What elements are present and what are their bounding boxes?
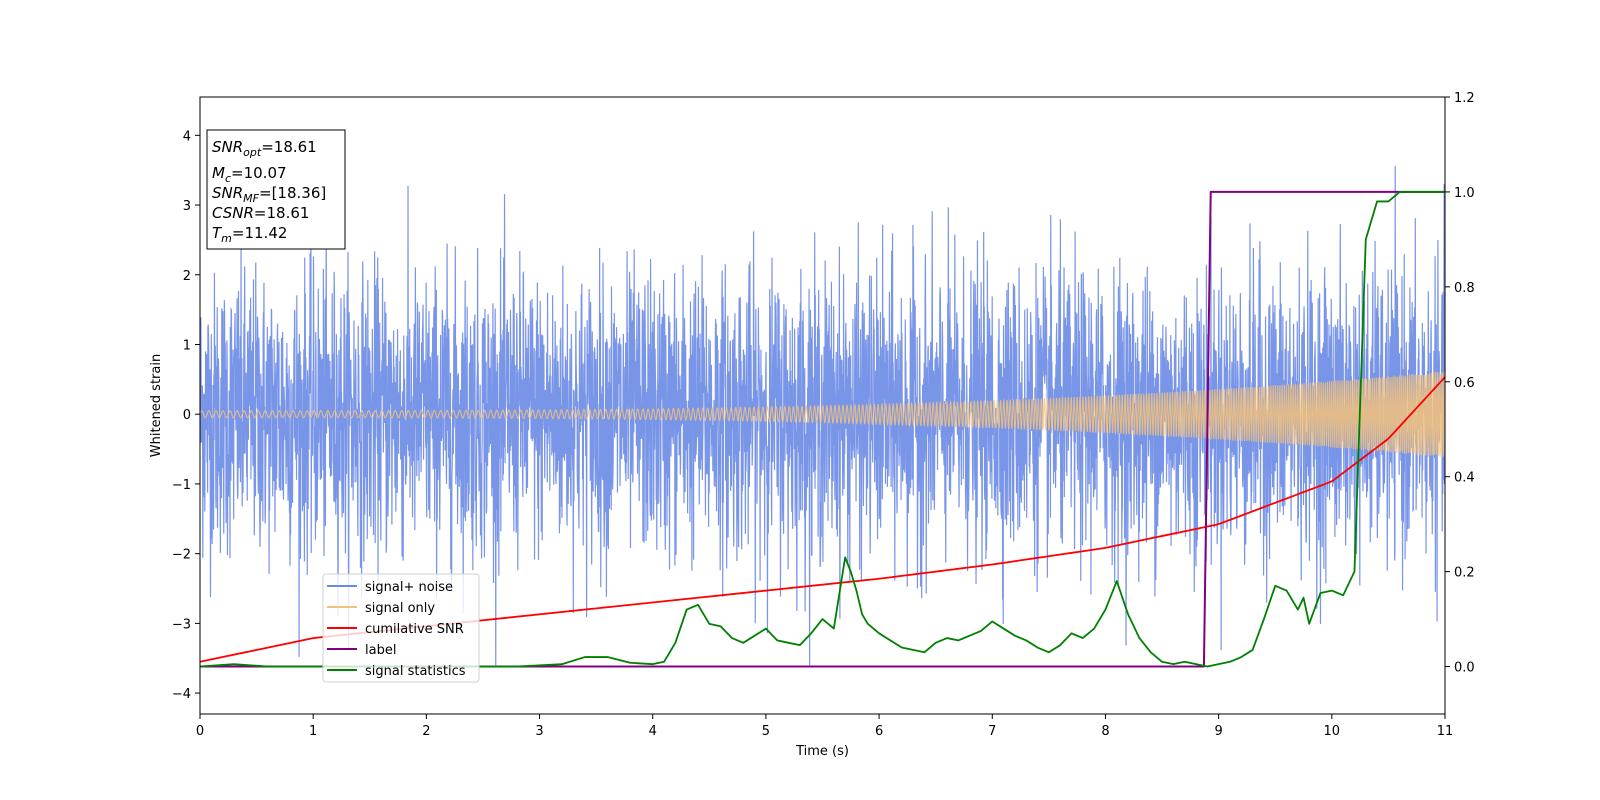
y-right-tick-label: 1.2 <box>1454 91 1475 106</box>
x-tick-label: 5 <box>762 724 770 739</box>
y-axis-label: Whitened strain <box>149 354 164 457</box>
x-tick-label: 3 <box>535 724 543 739</box>
x-axis-label: Time (s) <box>795 744 849 759</box>
y-left-tick-label: 4 <box>183 129 191 144</box>
y-right-tick-label: 1.0 <box>1454 186 1475 201</box>
series-signal-only-line <box>200 371 1445 458</box>
info-box-row: Mc=10.07 <box>212 164 287 185</box>
y-left-tick-label: −2 <box>172 548 191 563</box>
x-tick-label: 11 <box>1437 724 1454 739</box>
legend-frame <box>322 573 480 683</box>
y-axis-right: 0.0 0.2 0.4 0.6 0.8 1.0 1.2 <box>1445 91 1475 676</box>
y-right-tick-label: 0.6 <box>1454 376 1475 391</box>
info-box: SNRopt=18.61 Mc=10.07SNRMF=[18.36]CSNR=18… <box>206 129 346 250</box>
info-box-row: SNRopt=18.61 <box>212 138 317 159</box>
x-tick-label: 7 <box>988 724 996 739</box>
info-box-frame <box>206 129 346 250</box>
info-box-row: SNRMF=[18.36] <box>212 184 326 205</box>
x-tick-label: 2 <box>422 724 430 739</box>
x-tick-label: 9 <box>1214 724 1222 739</box>
axes-frame <box>199 96 1446 715</box>
y-left-tick-label: 1 <box>183 338 191 353</box>
x-tick-label: 8 <box>1101 724 1109 739</box>
x-tick-label: 6 <box>875 724 883 739</box>
x-axis: 0 1 2 3 4 5 6 7 8 9 10 11 <box>196 714 1453 739</box>
legend-entry-label: cumilative SNR <box>365 622 464 637</box>
y-right-tick-label: 0.2 <box>1454 566 1475 581</box>
y-left-tick-label: −3 <box>172 617 191 632</box>
series-signal-statistics-line <box>200 191 1445 668</box>
y-right-tick-label: 0.0 <box>1454 661 1475 676</box>
y-right-tick-label: 0.8 <box>1454 281 1475 296</box>
info-box-row: Tm=11.42 <box>212 224 287 245</box>
y-left-tick-label: 3 <box>183 199 191 214</box>
legend-entry-label: label <box>365 643 396 658</box>
y-left-tick-label: 0 <box>183 408 191 423</box>
y-axis-left: −4 −3 −2 −1 0 1 2 3 4 <box>172 129 200 702</box>
legend-entry-label: signal+ noise <box>365 580 453 595</box>
x-tick-label: 0 <box>196 724 204 739</box>
y-left-tick-label: −1 <box>172 478 191 493</box>
x-tick-label: 10 <box>1324 724 1341 739</box>
x-tick-label: 4 <box>649 724 657 739</box>
info-box-row: CSNR=18.61 <box>212 204 309 222</box>
series-label-line <box>200 190 1445 668</box>
legend-entry-label: signal statistics <box>365 664 466 679</box>
series-signal-noise-line <box>200 165 1445 666</box>
y-left-tick-label: 2 <box>183 269 191 284</box>
legend-entry-label: signal only <box>365 601 435 616</box>
y-left-tick-label: −4 <box>172 687 191 702</box>
x-tick-label: 1 <box>309 724 317 739</box>
legend: signal+ noise signal only cumilative SNR la… <box>322 573 480 683</box>
y-right-tick-label: 0.4 <box>1454 471 1475 486</box>
